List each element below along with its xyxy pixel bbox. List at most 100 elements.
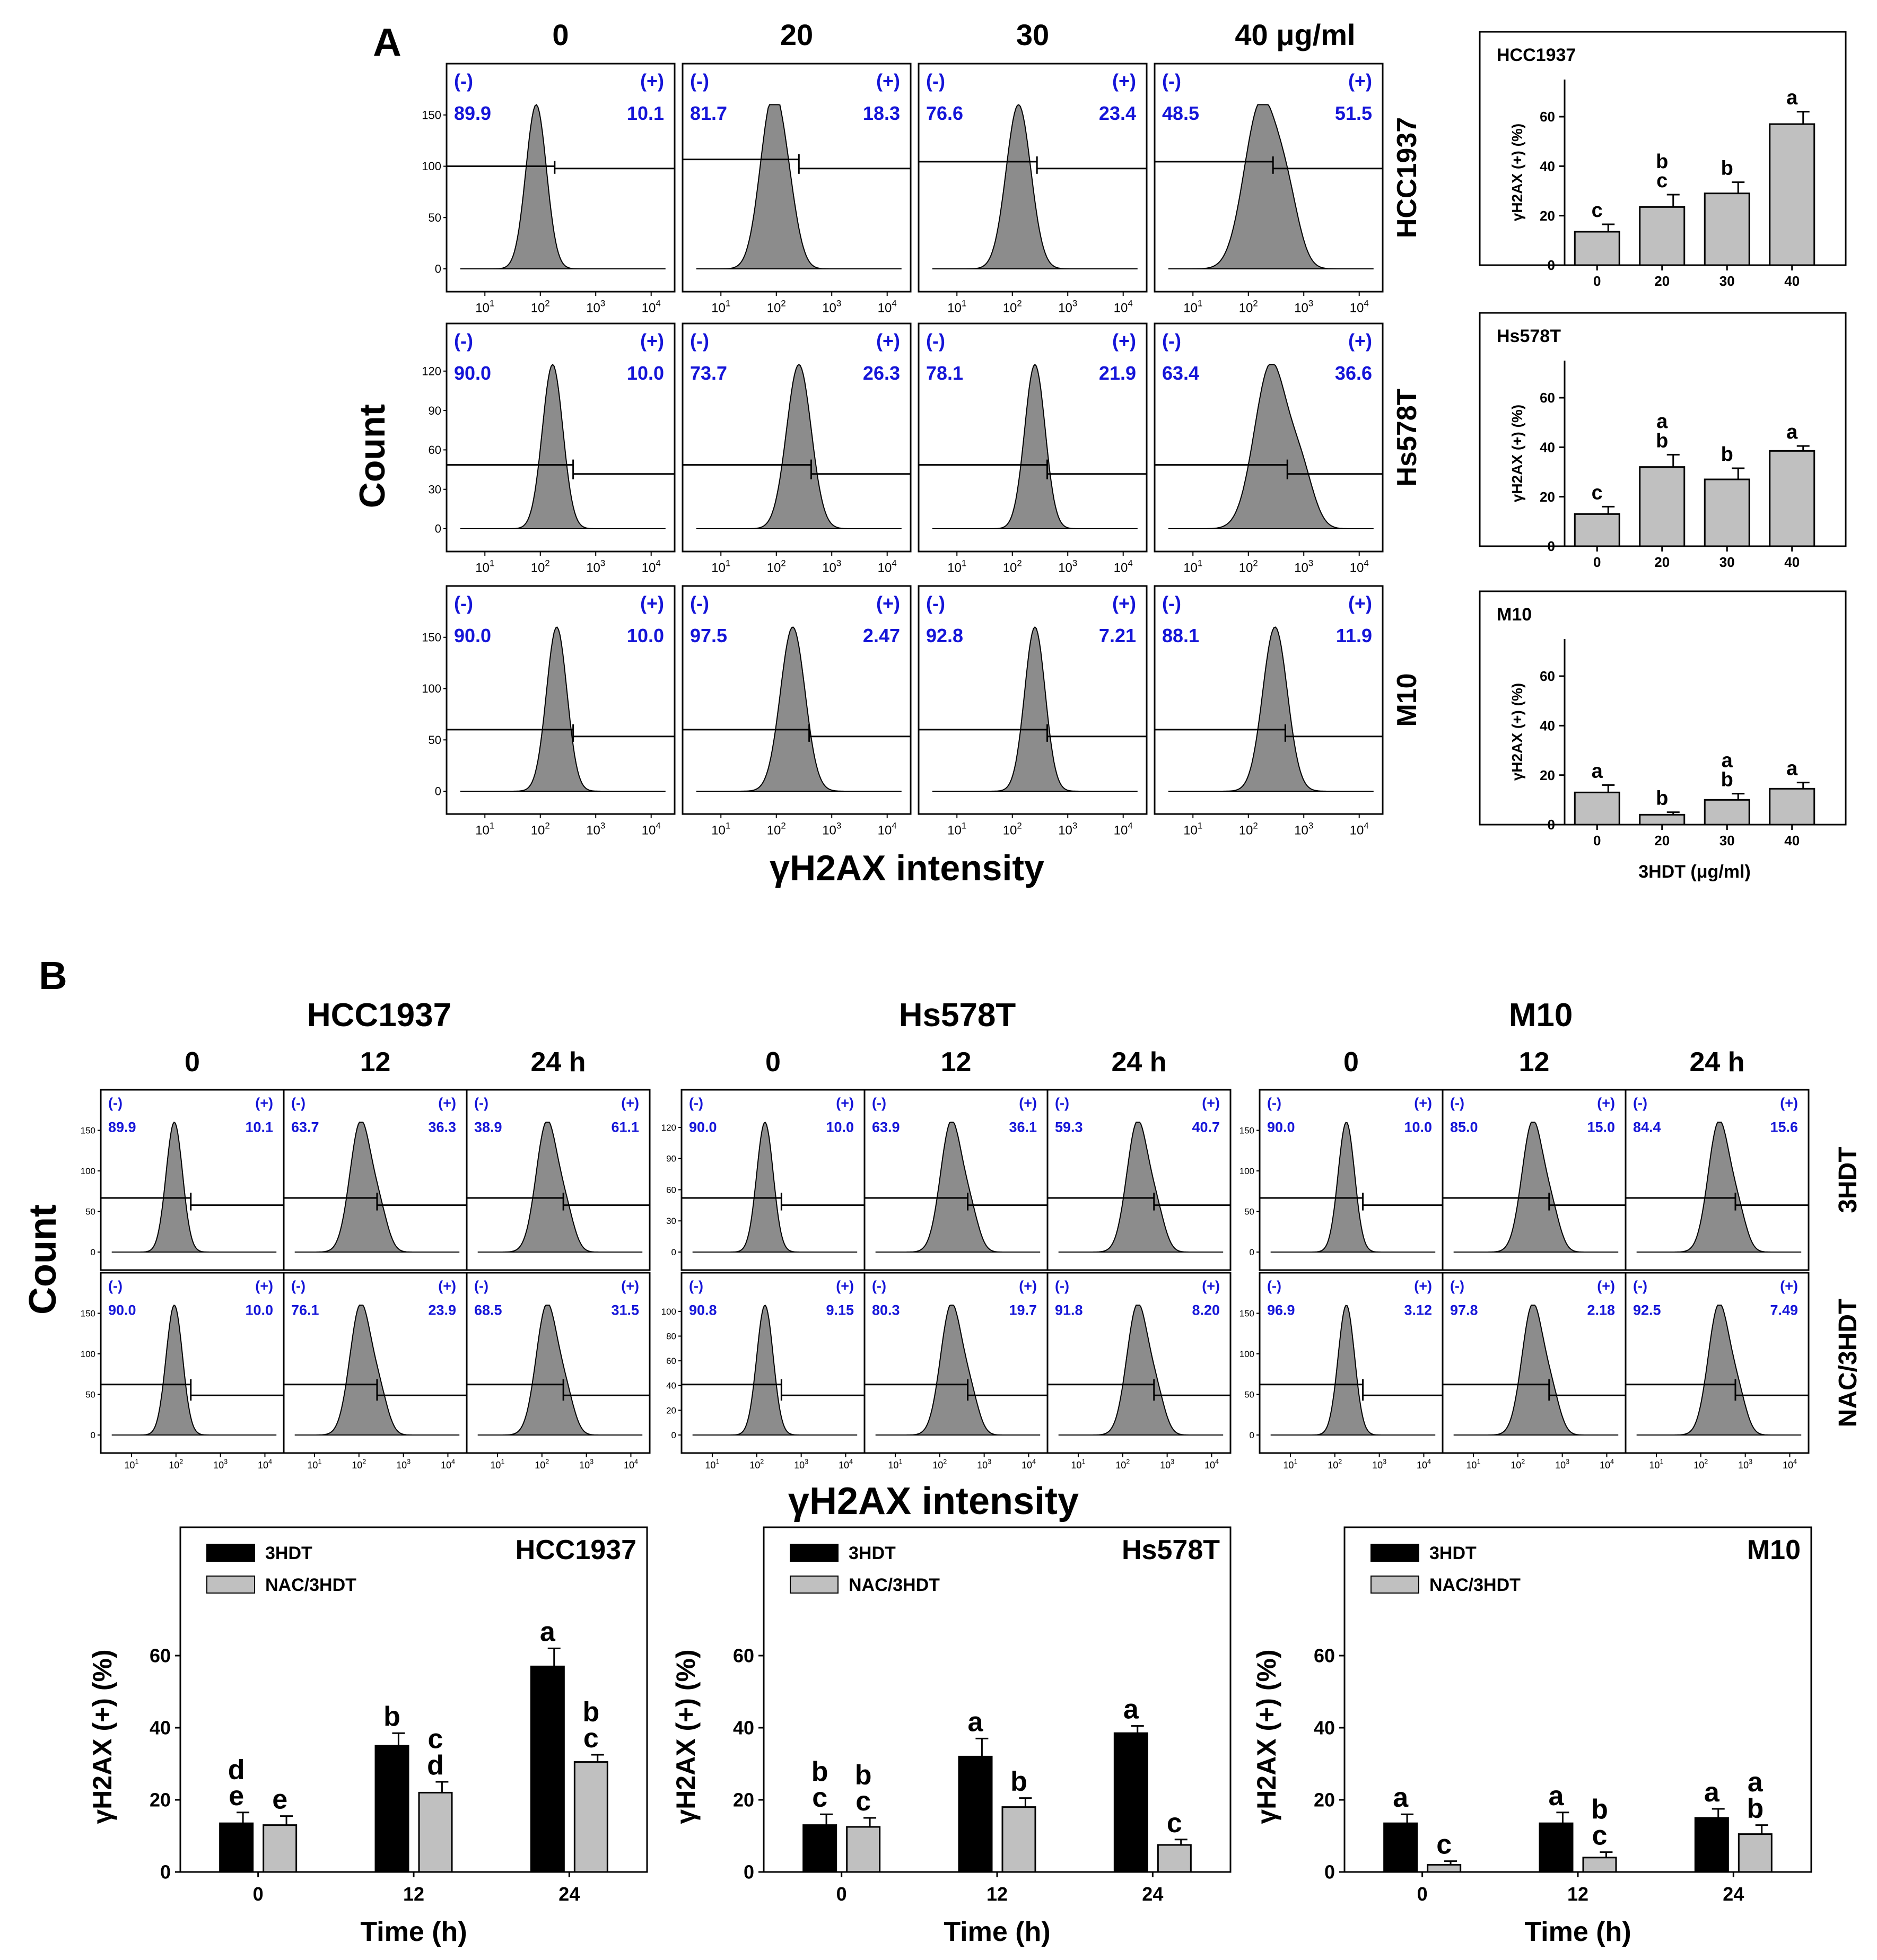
bar	[1427, 1863, 1462, 1873]
gate-positive-label: (+)	[255, 1095, 273, 1111]
y-tick-label: 0	[91, 1430, 95, 1440]
y-tick-label: 50	[85, 1389, 95, 1399]
gate-negative-label: (-)	[690, 330, 709, 352]
bar	[1704, 478, 1750, 547]
histogram-panel: (-) (+) 90.0 10.0	[100, 1272, 285, 1454]
x-tick-label: 101	[475, 558, 494, 575]
histogram-panel: (-) (+) 96.9 3.12	[1259, 1272, 1444, 1454]
significance-letter: a	[1704, 1777, 1720, 1808]
bar	[1574, 791, 1620, 826]
y-tick-label: 40	[1314, 1717, 1335, 1739]
gate-positive-label: (+)	[1780, 1095, 1798, 1111]
x-tick-label: 40	[1784, 273, 1800, 289]
y-tick-label: 150	[422, 108, 441, 121]
histogram-y-axis: 0 50 100 150	[1239, 1308, 1260, 1440]
x-tick-label: 0	[1593, 273, 1601, 289]
gate-negative-label: (-)	[474, 1278, 488, 1294]
significance-letter: e	[229, 1781, 244, 1812]
y-tick-label: 100	[422, 682, 441, 695]
gate-negative-label: (-)	[291, 1095, 305, 1111]
significance-letter: a	[968, 1707, 984, 1737]
y-tick-label: 60	[150, 1645, 171, 1667]
x-tick-label: 30	[1719, 833, 1735, 848]
x-tick-power: 1	[726, 299, 730, 309]
gate-positive-label: (+)	[1112, 330, 1136, 352]
time-header: 0	[1343, 1047, 1359, 1078]
time-header: 0	[185, 1047, 200, 1078]
dose-header: 0	[552, 18, 569, 51]
y-tick-label: 50	[1244, 1389, 1254, 1399]
x-tick-label: 20	[1654, 833, 1670, 848]
legend-swatch	[206, 1576, 255, 1594]
histogram-curve	[477, 1305, 643, 1436]
histogram-panel: (-) (+) 48.5 51.5	[1154, 63, 1384, 293]
bar	[1582, 1857, 1617, 1873]
bar	[374, 1745, 409, 1873]
histogram-y-axis: 0 30 60 90 120	[422, 364, 447, 536]
x-tick-label: 102	[932, 1458, 947, 1471]
x-tick-power: 4	[1128, 821, 1132, 831]
x-tick-power: 2	[1253, 821, 1258, 831]
gate-negative-value: 96.9	[1267, 1302, 1295, 1318]
x-tick-label: 101	[475, 821, 494, 838]
legend: 3HDT NAC/3HDT	[790, 1543, 940, 1595]
x-tick-label: 104	[1022, 1458, 1036, 1471]
histogram-curve	[1168, 104, 1374, 269]
x-tick-label: 12	[403, 1883, 424, 1905]
x-tick-label: 101	[307, 1458, 321, 1471]
y-tick-label: 50	[429, 211, 441, 224]
x-tick-label: 101	[475, 299, 494, 316]
bar	[1769, 450, 1815, 547]
x-tick-label: 104	[878, 821, 897, 838]
gate-positive-label: (+)	[1019, 1095, 1037, 1111]
x-tick-label: 102	[1115, 1458, 1130, 1471]
x-tick-power: 1	[962, 821, 966, 831]
gate-negative-label: (-)	[1633, 1095, 1647, 1111]
gate-positive-label: (+)	[836, 1278, 854, 1294]
chart-title: HCC1937	[516, 1535, 636, 1565]
significance-letter: a	[1123, 1694, 1139, 1725]
x-tick-power: 3	[1383, 1458, 1386, 1466]
significance-letter: a	[1393, 1782, 1409, 1813]
gate-negative-label: (-)	[1162, 592, 1181, 614]
legend-label: 3HDT	[265, 1543, 312, 1563]
gate-positive-value: 7.21	[1099, 625, 1136, 646]
gate-positive-value: 10.0	[627, 625, 664, 646]
gate-negative-label: (-)	[926, 70, 945, 92]
gate-negative-value: 84.4	[1633, 1119, 1661, 1135]
x-tick-label: 104	[258, 1458, 272, 1471]
y-tick-label: 60	[1314, 1645, 1335, 1667]
histogram-panel: (-) (+) 92.8 7.21	[918, 585, 1148, 815]
x-tick-power: 2	[1253, 299, 1258, 309]
histogram-y-axis: 0 50 100 150	[81, 1308, 101, 1440]
histogram-panel: (-) (+) 88.1 11.9	[1154, 585, 1384, 815]
y-axis-title: γH2AX (+) (%)	[1509, 405, 1525, 502]
bar	[263, 1824, 298, 1873]
histogram-panel: (-) (+) 73.7 26.3	[682, 322, 912, 553]
y-tick-label: 150	[1239, 1308, 1254, 1318]
gate-positive-value: 10.0	[826, 1119, 854, 1135]
y-tick-label: 0	[435, 262, 441, 276]
x-tick-power: 3	[224, 1458, 228, 1466]
gate-positive-value: 51.5	[1335, 102, 1372, 124]
x-axis-title: Time (h)	[360, 1917, 467, 1947]
x-tick-label: 102	[767, 299, 786, 316]
panel-b-label: B	[39, 953, 67, 998]
legend-label: NAC/3HDT	[1429, 1575, 1521, 1595]
gate-negative-label: (-)	[689, 1278, 703, 1294]
bar	[1113, 1732, 1148, 1873]
gate-negative-value: 78.1	[926, 362, 963, 384]
gate-positive-value: 9.15	[826, 1302, 854, 1318]
gate-negative-label: (-)	[690, 592, 709, 614]
x-tick-power: 1	[1294, 1458, 1297, 1466]
histogram-x-axis: 101 102 103 104	[124, 1453, 272, 1471]
significance-letter: c	[428, 1724, 443, 1755]
x-tick-label: 101	[1183, 558, 1202, 575]
x-tick-label: 102	[1239, 558, 1258, 575]
x-tick-label: 12	[986, 1883, 1008, 1905]
x-tick-label: 103	[213, 1458, 228, 1471]
legend-label: 3HDT	[1429, 1543, 1477, 1563]
x-tick-power: 3	[1308, 558, 1313, 568]
x-tick-label: 24	[1142, 1883, 1163, 1905]
significance-letter: b	[1656, 788, 1668, 810]
